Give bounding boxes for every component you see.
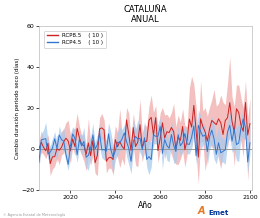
Title: CATALUÑA
ANUAL: CATALUÑA ANUAL <box>124 5 167 24</box>
Text: Emet: Emet <box>208 210 228 216</box>
Text: A: A <box>198 206 205 216</box>
Legend: RCP8.5    ( 10 ), RCP4.5    ( 10 ): RCP8.5 ( 10 ), RCP4.5 ( 10 ) <box>44 31 106 48</box>
X-axis label: Año: Año <box>138 201 153 210</box>
Y-axis label: Cambio duración periodo seco (días): Cambio duración periodo seco (días) <box>14 57 20 159</box>
Text: © Agencia Estatal de Meteorología: © Agencia Estatal de Meteorología <box>3 213 65 217</box>
